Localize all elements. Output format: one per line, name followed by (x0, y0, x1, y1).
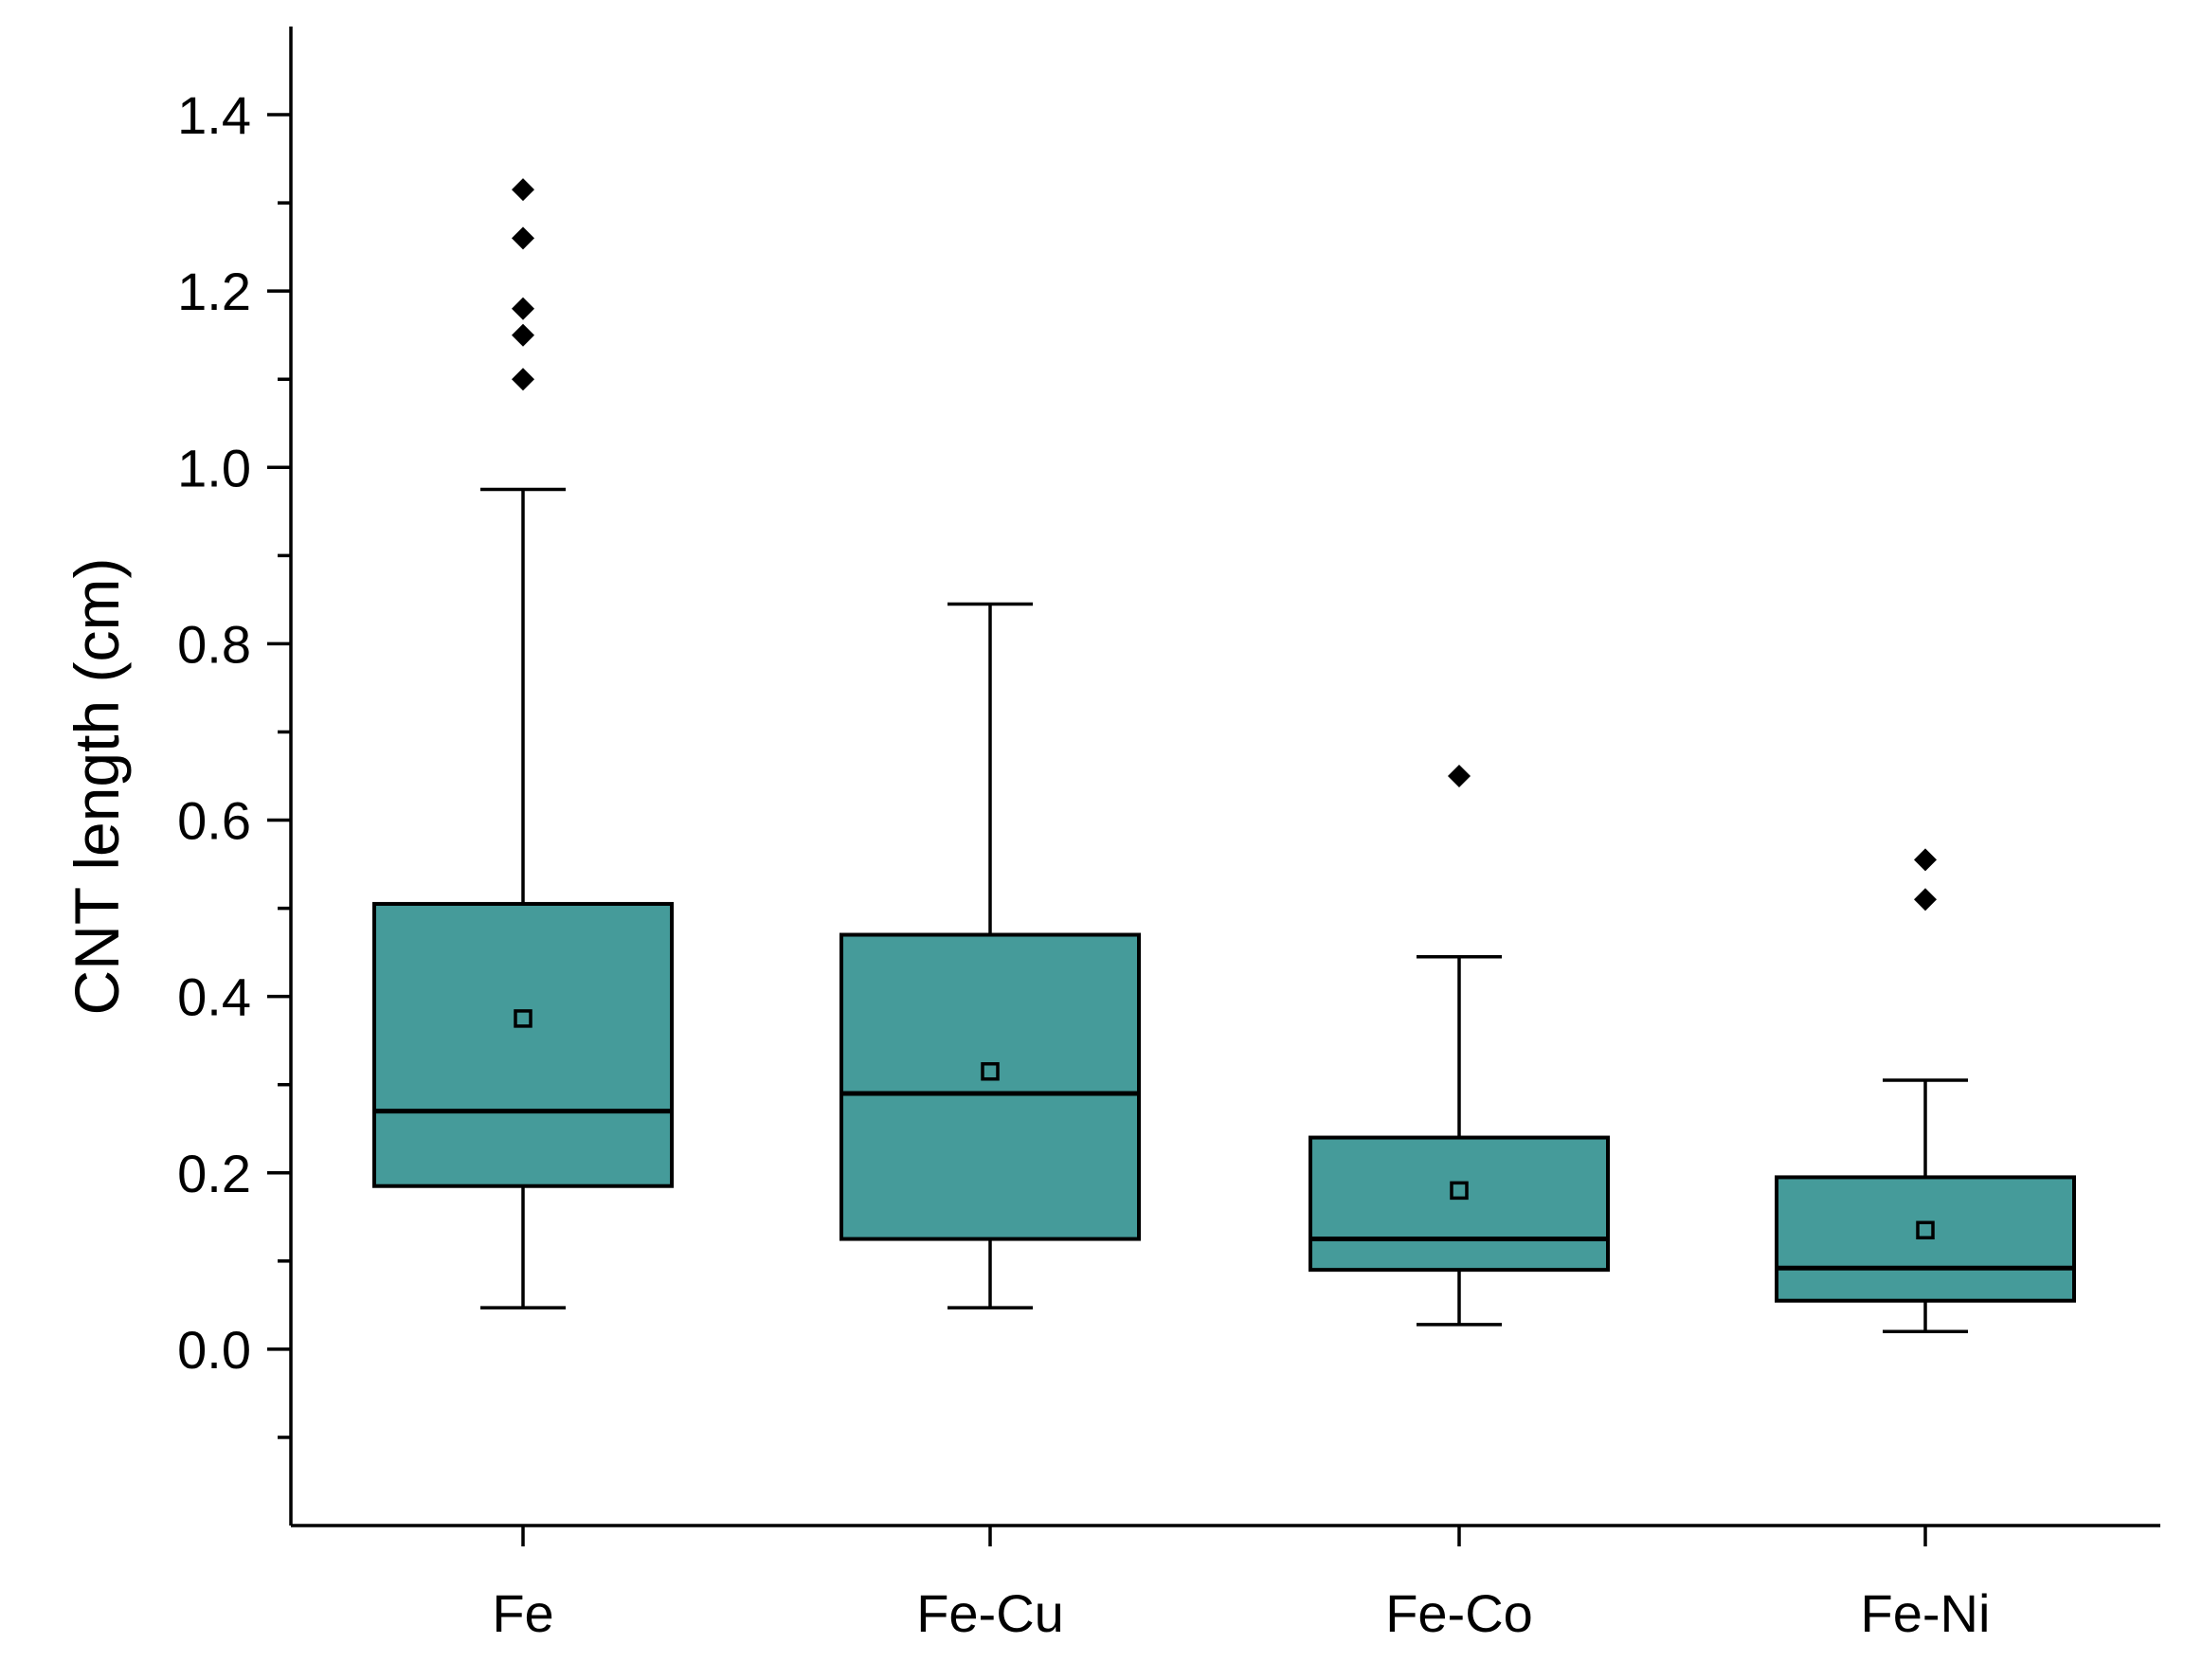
box-group-fe-cu (839, 602, 1141, 1310)
box-group-fe-ni (1775, 848, 2076, 1334)
box-group-fe (372, 178, 674, 1310)
mean-marker (981, 1061, 1000, 1081)
outlier-point (1448, 765, 1471, 787)
outlier-point (512, 226, 534, 250)
y-tick-label: 1.2 (177, 262, 251, 321)
y-ticks: 0.0 0.2 0.4 0.6 0.8 1.0 1.2 1.4 (177, 85, 291, 1439)
x-tick-label: Fe-Co (1385, 1583, 1533, 1643)
outlier-point (1914, 848, 1937, 872)
outlier-point (512, 297, 534, 320)
mean-marker (1450, 1181, 1469, 1201)
y-axis-title: CNT length (cm) (62, 558, 132, 1016)
iqr-box (372, 901, 674, 1188)
box-group-fe-co (1309, 765, 1610, 1327)
y-tick-label: 1.4 (177, 85, 251, 145)
y-tick-label: 0.0 (177, 1320, 251, 1380)
outlier-point (1914, 888, 1937, 912)
y-tick-label: 0.4 (177, 967, 251, 1027)
outlier-point (512, 323, 534, 347)
outlier-point (512, 368, 534, 391)
iqr-box (1309, 1135, 1610, 1273)
boxes (372, 178, 2076, 1334)
x-ticks: Fe Fe-Cu Fe-Co Fe-Ni (492, 1526, 1990, 1643)
x-tick-label: Fe-Cu (916, 1583, 1064, 1643)
mean-marker (514, 1009, 532, 1028)
x-tick-label: Fe (492, 1583, 553, 1643)
outlier-point (512, 178, 534, 202)
iqr-box (839, 932, 1141, 1241)
y-tick-label: 0.8 (177, 614, 251, 674)
x-tick-label: Fe-Ni (1861, 1583, 1991, 1643)
y-tick-label: 1.0 (177, 438, 251, 497)
y-tick-label: 0.2 (177, 1144, 251, 1203)
axes: CNT length (cm) (62, 27, 2160, 1527)
y-tick-label: 0.6 (177, 791, 251, 851)
mean-marker (1916, 1220, 1935, 1240)
